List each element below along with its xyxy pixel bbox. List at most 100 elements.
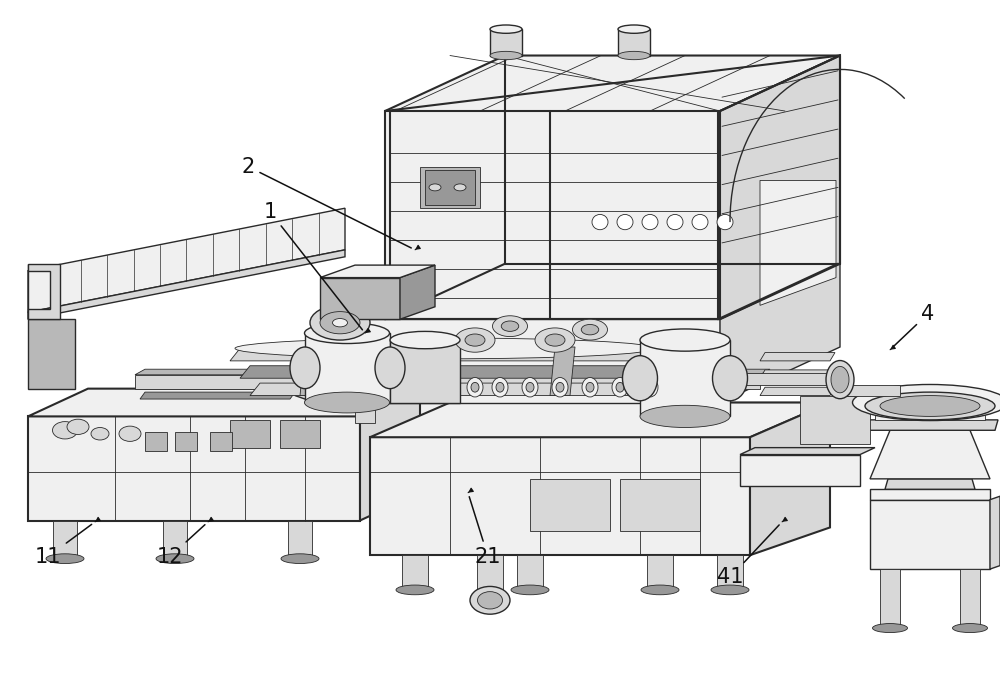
Polygon shape — [880, 569, 900, 625]
Polygon shape — [420, 347, 445, 396]
Ellipse shape — [304, 323, 390, 344]
Polygon shape — [28, 264, 60, 319]
Polygon shape — [517, 555, 543, 586]
Polygon shape — [355, 389, 375, 423]
Ellipse shape — [826, 361, 854, 398]
Polygon shape — [750, 403, 830, 555]
Ellipse shape — [396, 585, 434, 595]
Polygon shape — [340, 319, 720, 403]
Ellipse shape — [492, 378, 508, 397]
Ellipse shape — [235, 338, 655, 359]
Ellipse shape — [535, 328, 575, 353]
Ellipse shape — [617, 214, 633, 230]
Polygon shape — [385, 111, 720, 319]
Ellipse shape — [375, 347, 405, 389]
Ellipse shape — [880, 396, 980, 416]
Ellipse shape — [667, 214, 683, 230]
Polygon shape — [290, 444, 730, 493]
Polygon shape — [720, 264, 840, 403]
Ellipse shape — [526, 382, 534, 392]
Ellipse shape — [52, 421, 78, 439]
Polygon shape — [870, 489, 990, 500]
Polygon shape — [230, 420, 270, 448]
Polygon shape — [870, 500, 990, 569]
Polygon shape — [477, 555, 503, 597]
Ellipse shape — [522, 378, 538, 397]
Ellipse shape — [622, 355, 658, 400]
Text: 12: 12 — [157, 525, 205, 566]
Ellipse shape — [454, 184, 466, 191]
Polygon shape — [28, 250, 345, 319]
Ellipse shape — [304, 392, 390, 413]
Ellipse shape — [545, 334, 565, 346]
Ellipse shape — [640, 329, 730, 351]
Ellipse shape — [471, 382, 479, 392]
Polygon shape — [620, 479, 700, 531]
Text: 21: 21 — [469, 497, 501, 566]
Text: 4: 4 — [893, 304, 935, 347]
Ellipse shape — [46, 554, 84, 564]
Ellipse shape — [501, 321, 519, 332]
Polygon shape — [960, 569, 980, 625]
Polygon shape — [490, 29, 522, 56]
Text: 1: 1 — [263, 202, 362, 330]
Polygon shape — [300, 347, 325, 396]
Ellipse shape — [556, 382, 564, 392]
Ellipse shape — [470, 586, 510, 614]
Ellipse shape — [390, 332, 460, 349]
Polygon shape — [288, 520, 312, 555]
Polygon shape — [760, 370, 835, 378]
Polygon shape — [370, 437, 750, 555]
Text: 41: 41 — [717, 525, 779, 587]
Polygon shape — [740, 448, 875, 455]
Ellipse shape — [332, 319, 348, 327]
Polygon shape — [163, 520, 187, 555]
Polygon shape — [760, 180, 836, 305]
Polygon shape — [870, 430, 990, 479]
Ellipse shape — [692, 214, 708, 230]
Ellipse shape — [320, 312, 360, 334]
Ellipse shape — [490, 51, 522, 60]
Ellipse shape — [467, 378, 483, 397]
Polygon shape — [280, 420, 320, 448]
Ellipse shape — [642, 214, 658, 230]
Polygon shape — [420, 167, 480, 208]
Polygon shape — [875, 406, 985, 420]
Polygon shape — [135, 369, 770, 375]
Polygon shape — [530, 479, 610, 531]
Ellipse shape — [852, 384, 1000, 421]
Polygon shape — [800, 396, 870, 444]
Polygon shape — [250, 383, 680, 396]
Polygon shape — [425, 170, 475, 205]
Ellipse shape — [478, 591, 503, 609]
Polygon shape — [145, 432, 167, 451]
Ellipse shape — [119, 426, 141, 441]
Ellipse shape — [490, 25, 522, 33]
Ellipse shape — [572, 319, 608, 340]
Text: 2: 2 — [241, 157, 411, 248]
Ellipse shape — [712, 355, 748, 400]
Ellipse shape — [552, 378, 568, 397]
Ellipse shape — [91, 428, 109, 440]
Polygon shape — [305, 333, 390, 403]
Polygon shape — [360, 389, 420, 520]
Ellipse shape — [492, 316, 528, 337]
Ellipse shape — [511, 585, 549, 595]
Polygon shape — [28, 389, 420, 416]
Ellipse shape — [582, 378, 598, 397]
Polygon shape — [320, 265, 435, 278]
Ellipse shape — [581, 325, 599, 335]
Ellipse shape — [831, 366, 849, 393]
Polygon shape — [140, 392, 295, 399]
Polygon shape — [295, 347, 370, 399]
Polygon shape — [730, 373, 840, 385]
Text: 11: 11 — [35, 525, 92, 566]
Ellipse shape — [592, 214, 608, 230]
Ellipse shape — [156, 554, 194, 564]
Polygon shape — [720, 56, 840, 319]
Polygon shape — [840, 385, 900, 396]
Polygon shape — [550, 347, 575, 396]
Ellipse shape — [641, 585, 679, 595]
Polygon shape — [135, 375, 760, 389]
Ellipse shape — [618, 25, 650, 33]
